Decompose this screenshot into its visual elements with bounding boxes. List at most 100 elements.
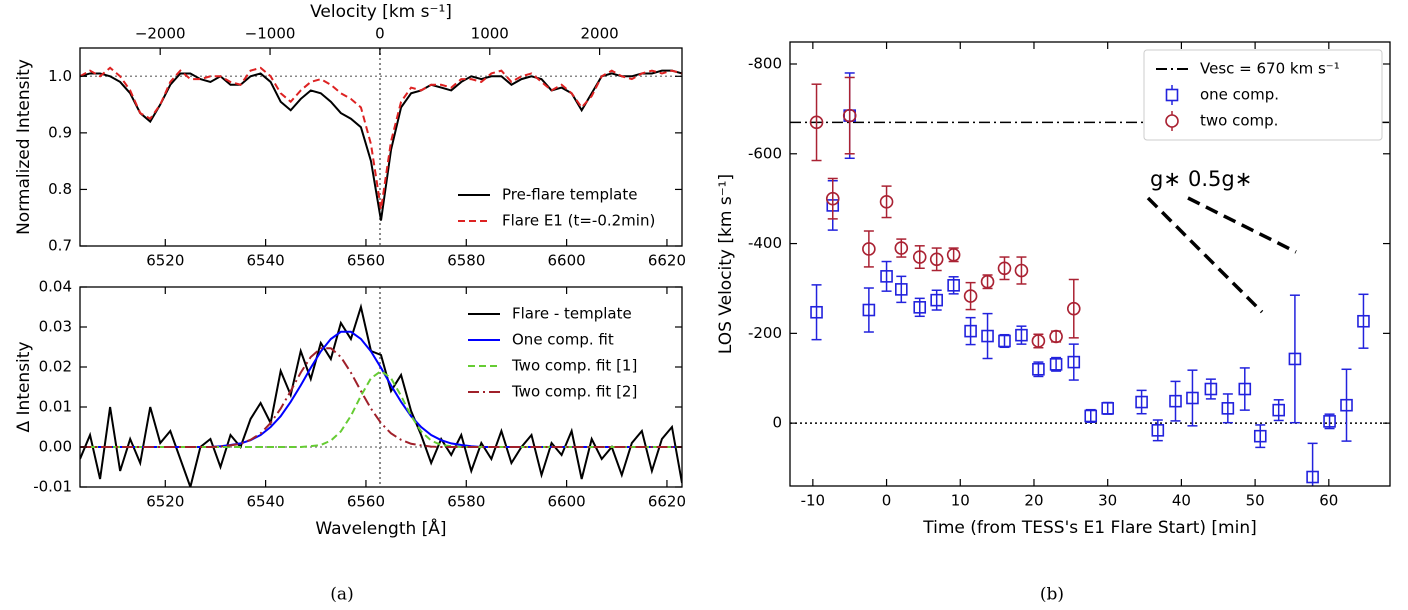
x-tick-label: 0	[882, 492, 892, 510]
marker	[862, 303, 876, 317]
marker	[894, 241, 909, 255]
plot-area	[80, 48, 682, 246]
legend-label: one comp.	[1200, 86, 1279, 104]
marker	[998, 334, 1011, 348]
marker	[946, 247, 961, 262]
y-tick-label: 0.02	[39, 358, 72, 376]
slope-half-g	[1187, 196, 1297, 254]
x2-axis-label: Velocity [km s⁻¹]	[310, 2, 452, 22]
marker	[1049, 329, 1063, 344]
series-line	[80, 69, 682, 221]
x2-tick-label: 2000	[581, 25, 619, 43]
y-tick-label: 0.03	[39, 318, 72, 336]
y-tick-label: -400	[748, 234, 782, 252]
marker	[1049, 358, 1063, 371]
marker	[1067, 355, 1081, 369]
marker	[1084, 409, 1098, 423]
x-tick-label: 6540	[247, 493, 285, 511]
marker	[964, 324, 977, 338]
marker	[997, 261, 1012, 276]
legend: Vesc = 670 km s⁻¹ one comp. two comp.	[1143, 49, 1383, 141]
marker	[1272, 403, 1285, 417]
marker	[879, 195, 894, 209]
marker	[1032, 362, 1045, 376]
marker	[1066, 301, 1081, 316]
y-tick-label: 0.04	[39, 278, 72, 296]
legend: Flare - template One comp. fit Two comp. f…	[468, 305, 637, 401]
plot-area	[80, 287, 682, 487]
x-tick-label: 6600	[548, 252, 586, 270]
marker	[1323, 415, 1336, 428]
y-tick-label: 0	[772, 414, 782, 432]
x-tick-label: 6540	[247, 252, 285, 270]
x-tick-label: 60	[1319, 492, 1338, 510]
x-tick-label: 40	[1172, 492, 1191, 510]
caption: (b)	[1040, 585, 1064, 605]
x-tick-label: 6620	[648, 493, 686, 511]
caption: (a)	[330, 585, 353, 605]
marker	[1306, 470, 1319, 484]
plot-area	[790, 72, 1390, 486]
marker	[1101, 402, 1114, 415]
axes-frame	[79, 47, 683, 247]
y-tick-label: 0.00	[39, 438, 72, 456]
marker	[1238, 382, 1252, 396]
marker	[1204, 382, 1218, 396]
legend-swatch	[1165, 114, 1179, 128]
marker	[1253, 429, 1267, 443]
axes-frame	[79, 286, 683, 488]
x-tick-label: 6580	[447, 493, 485, 511]
y-tick-label: -0.01	[33, 478, 72, 496]
marker	[1014, 263, 1029, 278]
legend-label: Flare E1 (t=-0.2min)	[502, 212, 655, 230]
marker	[1186, 391, 1199, 405]
marker	[981, 329, 994, 343]
marker	[862, 242, 876, 256]
marker	[1288, 352, 1302, 366]
x-tick-label: 6520	[146, 493, 184, 511]
marker	[1169, 394, 1182, 408]
x-tick-label: 6520	[146, 252, 184, 270]
marker	[895, 283, 908, 296]
x2-tick-label: 1000	[471, 25, 509, 43]
marker	[947, 279, 960, 292]
y-tick-label: 0.8	[48, 180, 72, 198]
marker	[810, 305, 823, 319]
legend-swatch	[1165, 88, 1179, 102]
x2-tick-label: −1000	[245, 25, 296, 43]
legend: Pre-flare template Flare E1 (t=-0.2min)	[458, 186, 655, 230]
x-tick-label: 6560	[347, 493, 385, 511]
y-axis-label: LOS Velocity [km s⁻¹]	[716, 174, 736, 354]
axes-frame	[789, 41, 1391, 487]
marker	[929, 252, 944, 267]
marker	[1135, 395, 1148, 409]
marker	[963, 289, 978, 303]
x-tick-label: 6600	[548, 493, 586, 511]
legend-label: Pre-flare template	[502, 186, 637, 204]
y-tick-label: 1.0	[48, 67, 72, 85]
legend-label: Two comp. fit [2]	[511, 383, 637, 401]
marker	[980, 274, 995, 289]
marker	[1340, 398, 1353, 412]
x-tick-label: -10	[801, 492, 826, 510]
x2-tick-label: −2000	[135, 25, 186, 43]
marker	[842, 108, 857, 123]
legend-label: Vesc = 670 km s⁻¹	[1200, 60, 1340, 78]
x-tick-label: 6560	[347, 252, 385, 270]
y-axis-label: Δ Intensity	[14, 341, 34, 432]
legend-label: Two comp. fit [1]	[511, 357, 637, 375]
y-tick-label: 0.01	[39, 398, 72, 416]
y-tick-label: -800	[748, 54, 782, 72]
marker	[1151, 424, 1165, 437]
legend-frame	[1143, 49, 1383, 141]
series-line	[80, 303, 682, 487]
marker	[1015, 328, 1028, 342]
legend-label: Flare - template	[512, 305, 632, 323]
marker	[1221, 402, 1235, 415]
marker	[825, 191, 840, 206]
marker	[913, 301, 927, 314]
legend-label: One comp. fit	[512, 331, 614, 349]
y-tick-label: -200	[748, 324, 782, 342]
